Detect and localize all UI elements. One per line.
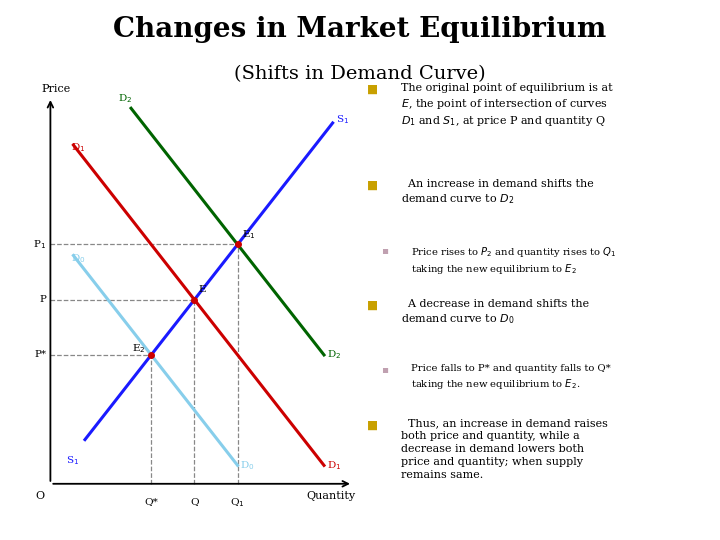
Text: D$_0$: D$_0$ (240, 459, 255, 472)
Text: E$_2$: E$_2$ (132, 342, 146, 355)
Text: ■: ■ (367, 299, 378, 312)
Text: ■: ■ (367, 83, 378, 96)
Text: Q$_1$: Q$_1$ (230, 497, 245, 509)
Text: E$_1$: E$_1$ (242, 228, 256, 241)
Text: Thus, an increase in demand raises
both price and quantity, while a
decrease in : Thus, an increase in demand raises both … (401, 418, 608, 480)
Text: Price rises to $P_2$ and quantity rises to $Q_1$
taking the new equilibrium to $: Price rises to $P_2$ and quantity rises … (411, 245, 616, 276)
Text: A decrease in demand shifts the
demand curve to $D_0$: A decrease in demand shifts the demand c… (401, 299, 589, 326)
Text: D$_1$: D$_1$ (71, 141, 85, 154)
Text: Price falls to P* and quantity falls to Q*
taking the new equilibrium to $E_2$.: Price falls to P* and quantity falls to … (411, 364, 611, 391)
Text: (Shifts in Demand Curve): (Shifts in Demand Curve) (234, 65, 486, 83)
Text: Quantity: Quantity (307, 491, 356, 501)
Text: P*: P* (34, 350, 46, 360)
Text: The original point of equilibrium is at
$E$, the point of intersection of curves: The original point of equilibrium is at … (401, 83, 613, 128)
Text: Q: Q (190, 497, 199, 505)
Text: Price: Price (42, 84, 71, 93)
Text: O: O (35, 491, 45, 501)
Text: D$_0$: D$_0$ (71, 252, 85, 265)
Text: ■: ■ (367, 418, 378, 431)
Text: D$_2$: D$_2$ (327, 348, 341, 361)
Text: Changes in Market Equilibrium: Changes in Market Equilibrium (113, 16, 607, 43)
Text: S$_1$: S$_1$ (336, 113, 348, 126)
Text: D$_1$: D$_1$ (327, 459, 341, 472)
Text: ▪: ▪ (381, 364, 388, 374)
Text: ▪: ▪ (381, 245, 388, 255)
Text: ■: ■ (367, 179, 378, 192)
Text: P: P (39, 295, 46, 304)
Text: E: E (199, 285, 206, 294)
Text: S$_1$: S$_1$ (66, 454, 79, 467)
Text: P$_1$: P$_1$ (33, 238, 46, 251)
Text: D$_2$: D$_2$ (118, 92, 132, 105)
Text: Q*: Q* (144, 497, 158, 505)
Text: An increase in demand shifts the
demand curve to $D_2$: An increase in demand shifts the demand … (401, 179, 594, 206)
